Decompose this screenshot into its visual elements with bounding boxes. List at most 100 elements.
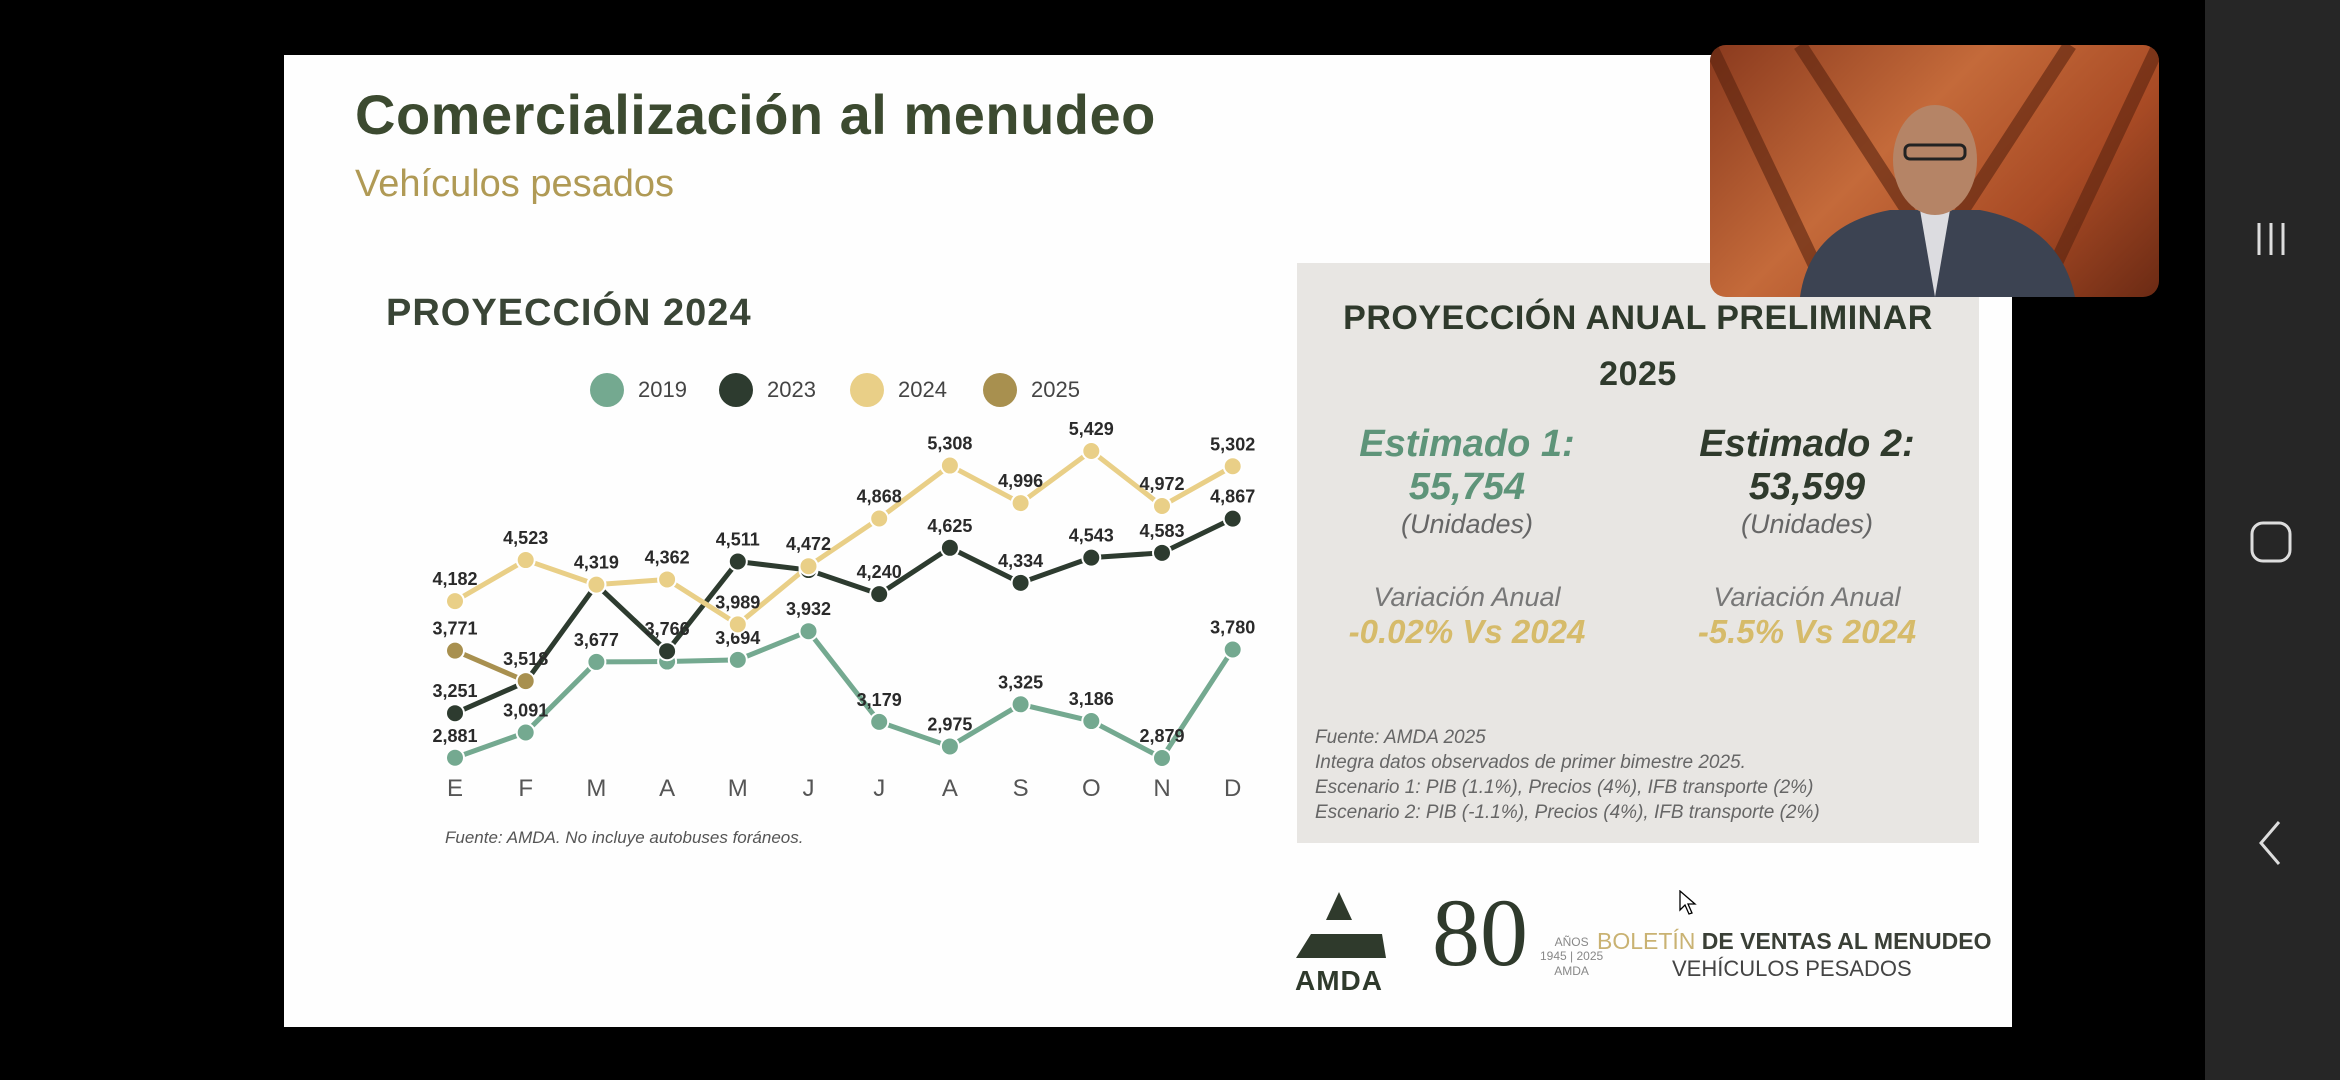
legend-dot-icon bbox=[983, 373, 1017, 407]
data-point-2025 bbox=[445, 640, 465, 661]
data-label-2024: 5,429 bbox=[1069, 419, 1114, 439]
data-point-2023 bbox=[445, 703, 465, 724]
series-line-2024 bbox=[453, 447, 1234, 628]
x-tick-label: J bbox=[803, 775, 815, 802]
data-label-2024: 4,182 bbox=[432, 569, 477, 589]
slide-subtitle: Vehículos pesados bbox=[355, 163, 675, 205]
data-point-2019 bbox=[1010, 694, 1031, 715]
data-point-2024 bbox=[727, 614, 748, 635]
data-point-2023 bbox=[1222, 508, 1243, 529]
chart-source: Fuente: AMDA. No incluye autobuses forán… bbox=[445, 828, 804, 847]
legend-dot-icon bbox=[590, 373, 624, 407]
x-tick-label: M bbox=[586, 775, 606, 802]
variation-label: Variación Anual bbox=[1713, 582, 1901, 612]
series-line-2019 bbox=[454, 628, 1235, 762]
data-label-2023: 3,251 bbox=[432, 681, 477, 701]
data-label-2024: 4,972 bbox=[1139, 474, 1184, 494]
data-point-2019 bbox=[939, 736, 960, 757]
data-label-2023: 4,543 bbox=[1069, 526, 1114, 546]
data-label-2019: 3,091 bbox=[503, 700, 548, 720]
variation-value: -5.5% Vs 2024 bbox=[1697, 613, 1917, 650]
box-year: 2025 bbox=[1599, 355, 1677, 393]
data-label-2023: 4,583 bbox=[1139, 521, 1184, 541]
x-tick-label: S bbox=[1013, 775, 1029, 802]
legend-label: 2025 bbox=[1031, 377, 1080, 402]
back-button[interactable] bbox=[2240, 812, 2302, 874]
home-button[interactable] bbox=[2240, 511, 2302, 573]
webcam-video[interactable] bbox=[1710, 45, 2159, 297]
data-label-2024: 3,989 bbox=[715, 592, 760, 612]
projection-box: PROYECCIÓN ANUAL PRELIMINAR 2025 Estimad… bbox=[1297, 263, 1979, 843]
home-icon bbox=[2250, 521, 2292, 563]
data-label-2023: 4,625 bbox=[927, 516, 972, 536]
legend-2023: 2023 bbox=[719, 373, 816, 407]
boletin-rest: DE VENTAS AL MENUDEO bbox=[1695, 928, 1992, 954]
chart-title: PROYECCIÓN 2024 bbox=[386, 292, 752, 334]
data-label-2023: 4,240 bbox=[857, 562, 902, 582]
note: Escenario 2: PIB (-1.1%), Precios (4%), … bbox=[1315, 802, 1820, 823]
data-label-2023: 4,867 bbox=[1210, 487, 1255, 507]
presenter-video-icon bbox=[1710, 45, 2159, 297]
legend-2019: 2019 bbox=[590, 373, 687, 407]
data-point-2023 bbox=[939, 537, 960, 558]
data-label-2024: 5,302 bbox=[1210, 434, 1255, 454]
data-label-2019: 3,694 bbox=[715, 628, 760, 648]
data-point-2019 bbox=[586, 651, 607, 672]
x-tick-label: A bbox=[942, 775, 958, 802]
data-point-2024 bbox=[869, 508, 890, 529]
data-label-2019: 3,677 bbox=[574, 630, 619, 650]
legend-label: 2019 bbox=[638, 377, 687, 402]
legend-2024: 2024 bbox=[850, 373, 947, 407]
data-point-2024 bbox=[586, 574, 607, 595]
data-label-2024: 4,319 bbox=[574, 553, 619, 573]
recent-apps-icon bbox=[2257, 223, 2285, 255]
legend-label: 2023 bbox=[767, 377, 816, 402]
recent-apps-button[interactable] bbox=[2240, 208, 2302, 270]
amda-logo: AMDA bbox=[1286, 890, 1392, 996]
estimate-units: (Unidades) bbox=[1740, 509, 1874, 539]
anniversary-text: AÑOS 1945 | 2025 AMDA bbox=[1540, 935, 1603, 978]
estimate-units: (Unidades) bbox=[1400, 509, 1534, 539]
data-point-2023 bbox=[1081, 547, 1102, 568]
data-point-2023 bbox=[657, 641, 678, 662]
x-tick-label: N bbox=[1153, 775, 1170, 802]
data-point-2023 bbox=[1010, 572, 1031, 593]
anos: AÑOS bbox=[1554, 935, 1589, 949]
estimate-label: Estimado 2: bbox=[1699, 423, 1915, 465]
x-tick-label: E bbox=[447, 775, 463, 802]
estimate-1: Estimado 1: 55,754 (Unidades) Variación … bbox=[1297, 423, 1637, 651]
data-point-2024 bbox=[515, 550, 536, 571]
variation-label: Variación Anual bbox=[1373, 582, 1561, 612]
legend-dot-icon bbox=[719, 373, 753, 407]
data-point-2024 bbox=[798, 556, 819, 577]
data-point-2019 bbox=[515, 722, 536, 743]
x-tick-label: O bbox=[1082, 775, 1101, 802]
data-label-2023: 3,766 bbox=[645, 619, 690, 639]
estimate-label: Estimado 1: bbox=[1359, 423, 1575, 465]
data-label-2019: 3,780 bbox=[1210, 618, 1255, 638]
data-label-2025: 3,771 bbox=[432, 619, 477, 639]
android-nav-bar bbox=[2205, 0, 2340, 1080]
data-label-2019: 2,881 bbox=[432, 726, 477, 746]
amda-text: AMDA bbox=[1295, 965, 1383, 996]
amda-mountain-icon bbox=[1296, 892, 1386, 958]
data-label-2023: 4,334 bbox=[998, 551, 1043, 571]
series-line-2023 bbox=[453, 516, 1234, 716]
data-label-2019: 3,932 bbox=[786, 599, 831, 619]
amda-small: AMDA bbox=[1554, 963, 1589, 978]
data-label-2024: 5,308 bbox=[927, 434, 972, 454]
legend-2025: 2025 bbox=[983, 373, 1080, 407]
data-point-2024 bbox=[1152, 496, 1172, 517]
data-label-2023: 4,511 bbox=[716, 530, 760, 550]
data-label-2019: 3,179 bbox=[857, 690, 902, 710]
data-point-2024 bbox=[1010, 493, 1031, 514]
note: Escenario 1: PIB (1.1%), Precios (4%), I… bbox=[1315, 777, 1814, 798]
note: Integra datos observados de primer bimes… bbox=[1315, 752, 1746, 773]
data-point-2025 bbox=[515, 671, 536, 692]
series-line-2025 bbox=[454, 648, 527, 684]
data-label-2019: 3,325 bbox=[998, 672, 1043, 692]
back-icon bbox=[2259, 821, 2281, 865]
data-point-2019 bbox=[1081, 711, 1102, 732]
data-point-2023 bbox=[869, 584, 890, 605]
